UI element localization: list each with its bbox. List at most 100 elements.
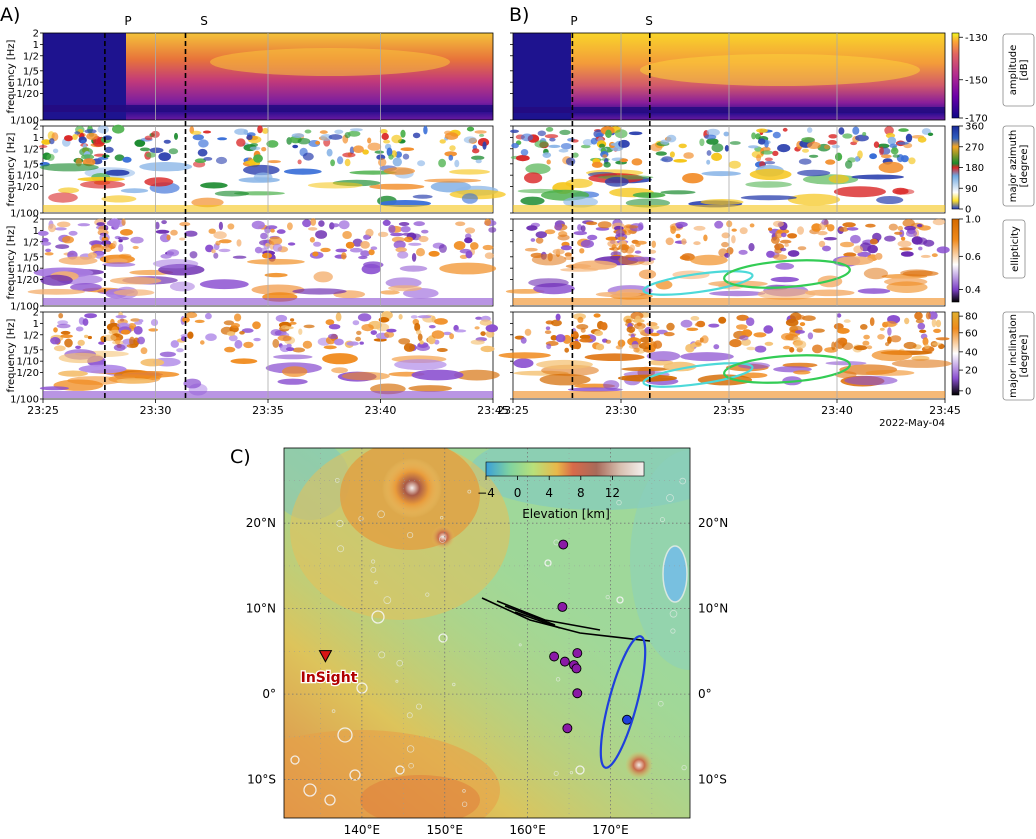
polarization-blob [360,250,370,257]
polarization-blob [680,352,734,362]
polarization-blob [404,236,413,243]
polarization-blob [384,331,395,338]
polarization-blob [823,237,838,241]
polarization-blob [68,230,78,236]
crater [370,567,377,573]
polarization-blob [655,151,667,156]
polarization-blob [198,139,209,148]
polarization-blob [546,159,551,165]
polarization-blob [887,327,892,336]
polarization-blob [400,129,406,138]
polarization-blob [266,140,279,148]
polarization-blob [650,325,660,330]
polarization-blob [37,230,49,236]
polarization-blob [231,323,240,328]
polarization-blob [525,163,551,175]
polarization-blob [275,314,288,322]
polarization-blob [58,256,98,265]
polarization-blob [602,154,608,158]
crater [452,682,456,687]
polarization-blob [277,378,308,385]
polarization-blob [784,243,789,247]
polarization-blob [724,145,730,152]
polarization-blob [922,337,929,346]
polarization-blob [174,132,178,140]
polarization-blob [203,157,213,161]
polarization-blob [140,347,148,355]
polarization-blob [736,314,749,321]
colorbar-tick-label: 0 [965,205,971,216]
polarization-blob [841,342,854,351]
polarization-blob [798,158,812,165]
polarization-blob [423,125,428,135]
crater [461,801,468,807]
crater [337,545,345,553]
polarization-blob [289,321,297,325]
colorbar-tick-label: 0 [965,386,971,397]
polarization-blob [54,227,67,231]
polarization-blob [607,240,620,248]
polarization-blob [531,254,567,266]
polarization-blob [218,248,231,253]
polarization-blob [714,220,724,229]
crater [679,477,686,485]
colorbar-tick-label: -130 [965,33,988,44]
polarization-blob [346,341,359,346]
polarization-blob [772,150,779,156]
polarization-blob [268,236,283,246]
polarization-blob [488,227,497,233]
elevation-colorbar [485,461,645,477]
polarization-blob [869,317,875,326]
y-tick-label: 1/20 [17,182,39,193]
polarization-blob [105,247,111,252]
polarization-blob [132,245,139,250]
polarization-blob [920,254,931,258]
polarization-blob [108,218,121,227]
polarization-blob [287,222,293,231]
polarization-blob [905,229,918,237]
polarization-blob [628,329,634,333]
polarization-blob [367,142,382,151]
polarization-blob [328,333,338,339]
polarization-blob [699,138,705,147]
polarization-blob [70,283,102,292]
polarization-blob [352,320,360,326]
polarization-blob [534,140,549,148]
polarization-blob [590,137,598,145]
y-axis-label: frequency [Hz] [6,318,17,392]
polarization-blob [524,328,532,336]
crater [657,700,664,707]
polarization-blob [700,199,744,205]
b-ellipticity-green-ellipse [723,259,851,289]
polarization-blob [559,129,571,135]
polarization-blob [242,164,280,176]
polarization-blob [342,231,352,239]
polarization-blob [349,146,355,155]
map-craters [290,462,687,807]
polarization-blob [484,218,492,226]
polarization-blob [320,134,333,141]
polarization-blob [113,289,155,296]
polarization-blob [53,345,66,352]
polarization-blob [227,223,235,230]
polarization-blob [631,158,643,166]
polarization-blob [768,227,773,231]
polarization-blob [928,311,938,320]
polarization-blob [453,369,500,381]
polarization-blob [535,237,544,244]
polarization-blob [449,169,490,175]
polarization-blob [513,358,534,369]
polarization-blob [215,156,228,165]
polarization-blob [869,238,878,245]
polarization-blob [197,148,208,157]
polarization-blob [122,156,132,163]
lat-tick-label-right: 10°S [698,773,727,787]
polarization-blob [924,344,930,350]
polarization-blob [603,380,620,390]
polarization-blob [862,132,867,136]
polarization-blob [746,346,756,351]
polarization-blob [368,249,375,256]
polarization-blob [463,136,477,144]
polarization-blob [632,318,645,323]
